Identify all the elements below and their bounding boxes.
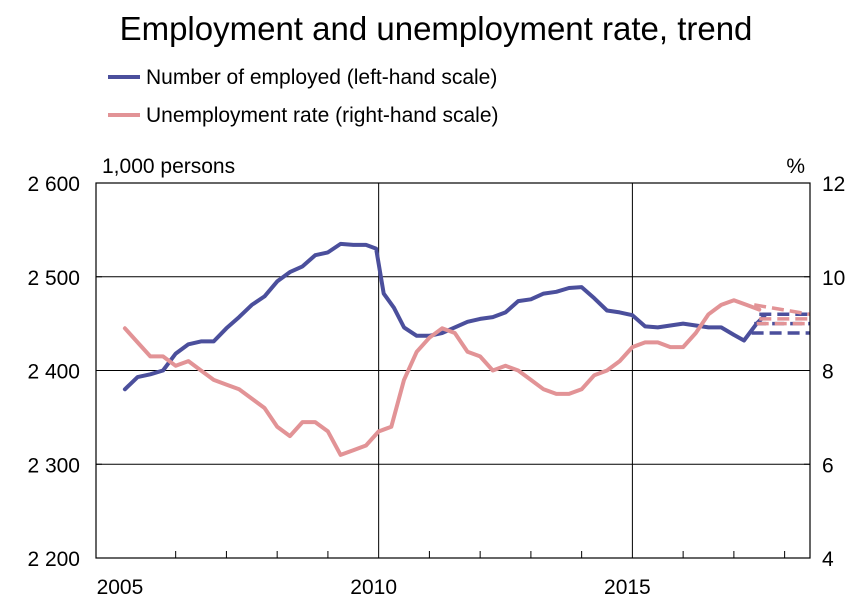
right-axis-tick-label: 8 — [822, 361, 834, 384]
left-axis-tick-label: 2 400 — [27, 361, 80, 384]
left-axis-tick-label: 2 300 — [27, 454, 80, 477]
unemployment-line — [122, 298, 762, 457]
gridlines — [96, 183, 810, 558]
legend: Number of employed (left-hand scale) Une… — [108, 66, 499, 127]
left-axis-tick-label: 2 600 — [27, 173, 80, 196]
legend-label-unemployment: Unemployment rate (right-hand scale) — [146, 104, 499, 127]
employed-line — [122, 241, 767, 392]
x-axis-tick-label: 2010 — [350, 576, 397, 599]
series-lines — [122, 241, 811, 457]
right-axis-unit-label: % — [786, 155, 805, 178]
legend-label-employed: Number of employed (left-hand scale) — [146, 66, 497, 89]
right-axis-tick-label: 6 — [822, 454, 834, 477]
right-axis-tick-label: 4 — [822, 548, 834, 571]
left-axis-tick-label: 2 500 — [27, 267, 80, 290]
chart-title: Employment and unemployment rate, trend — [120, 10, 753, 47]
unemployment-forecast-upper-line — [753, 303, 811, 317]
left-axis-unit-label: 1,000 persons — [102, 155, 235, 178]
right-axis-tick-label: 12 — [822, 173, 845, 196]
tick-labels: 2 200 2 300 2 400 2 500 2 600 4 6 8 10 12 2005 2010… — [27, 173, 845, 599]
left-axis-tick-label: 2 200 — [27, 548, 80, 571]
x-axis-tick-label: 2015 — [604, 576, 651, 599]
x-axis-tick-label: 2005 — [97, 576, 144, 599]
right-axis-tick-label: 10 — [822, 267, 845, 290]
axis-ticks — [96, 182, 810, 559]
